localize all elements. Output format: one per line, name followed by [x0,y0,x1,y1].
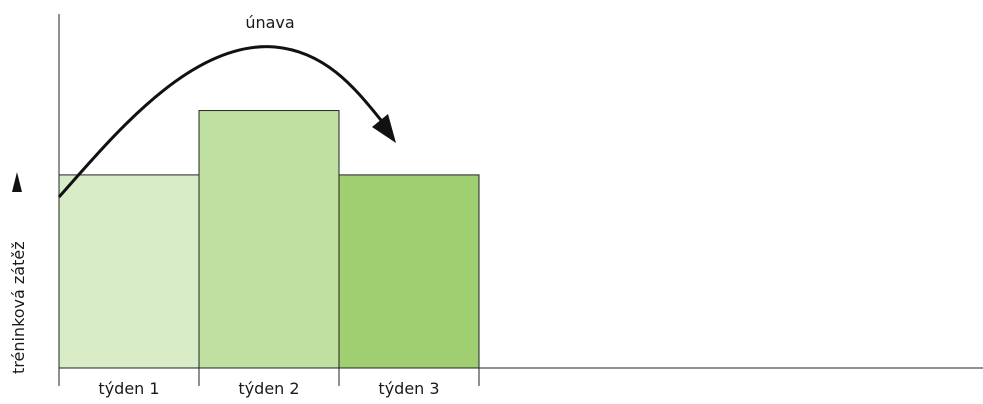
fatigue-arrow [57,45,387,199]
x-ticks-group [58,368,480,386]
y-axis-title-group: tréninková zátěž [9,172,28,374]
fatigue-annotation-label: únava [245,13,294,32]
bar-1 [58,174,200,369]
bars-group [58,110,480,369]
y-axis-label: tréninková zátěž [9,241,28,374]
fatigue-arrowhead-icon [372,114,396,143]
bar-3 [338,174,480,369]
x-tick-label-2: týden 2 [238,379,299,398]
x-tick-label-3: týden 3 [378,379,439,398]
x-tick-label-1: týden 1 [98,379,159,398]
y-axis-arrow-icon [12,172,22,192]
bar-2 [198,110,340,369]
x-labels-group: týden 1 týden 2 týden 3 [98,379,439,398]
